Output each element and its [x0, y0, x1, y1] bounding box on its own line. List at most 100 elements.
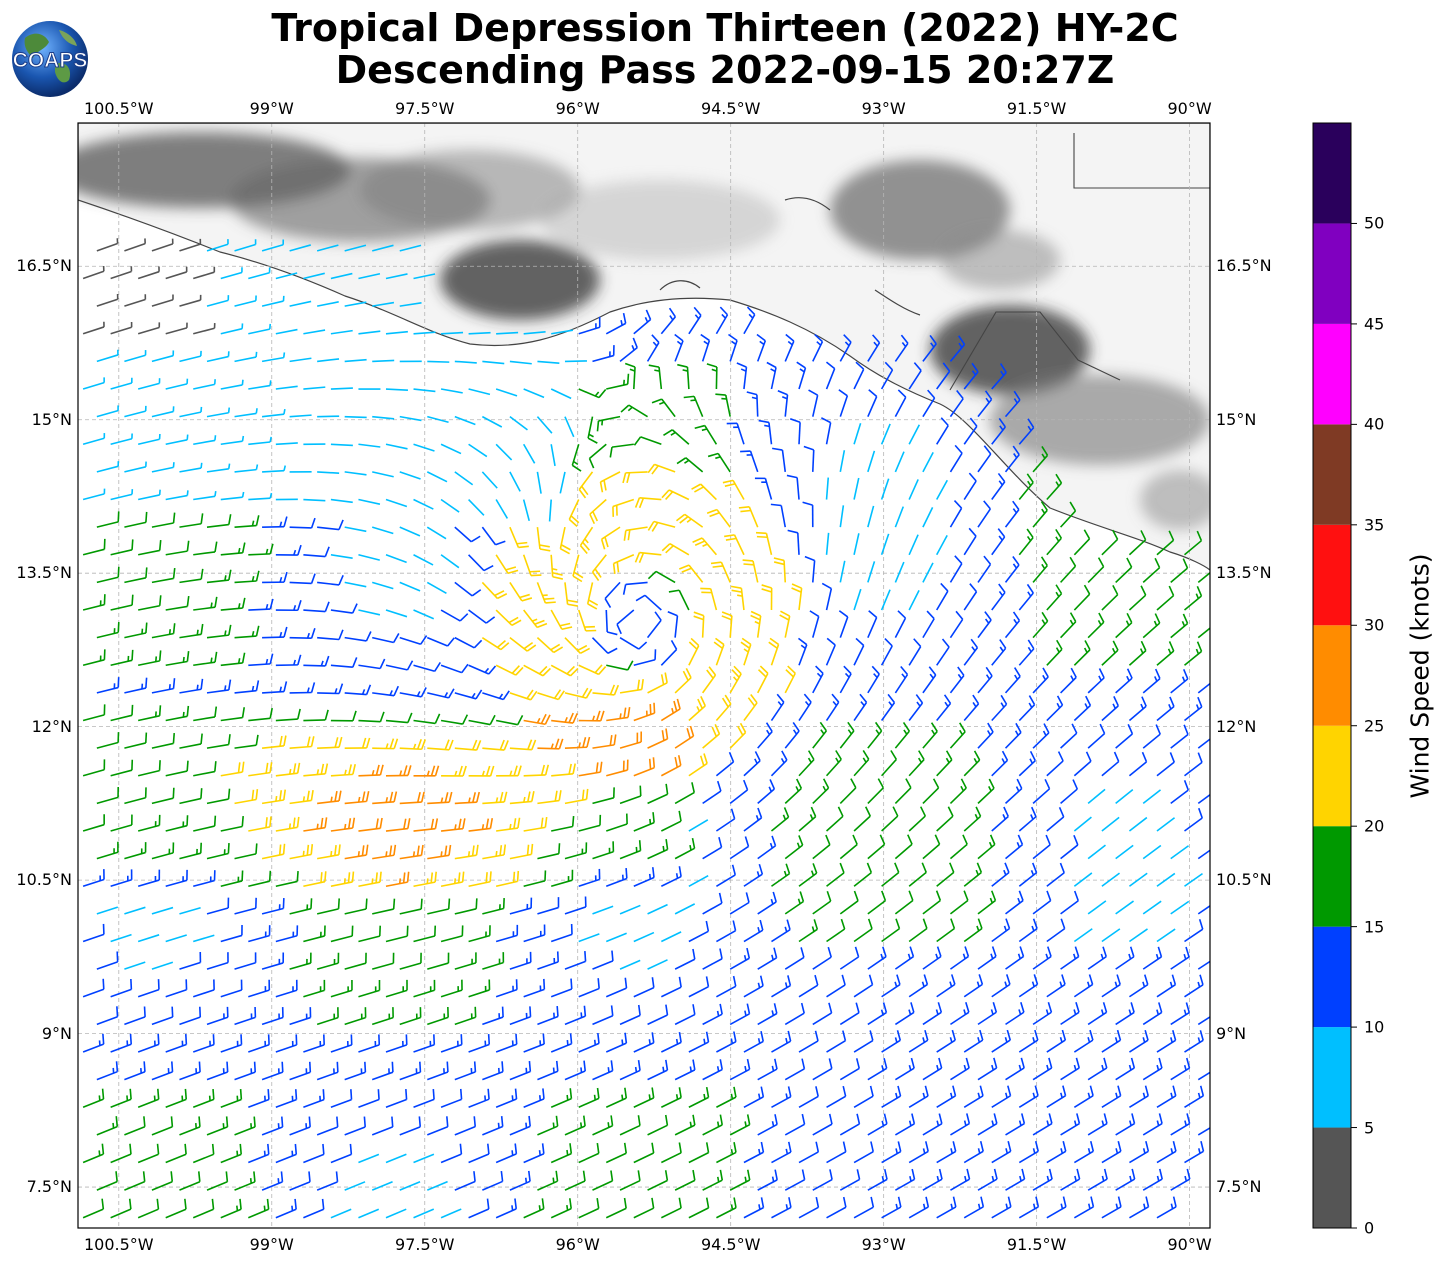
wind-barb	[275, 385, 298, 390]
wind-barb	[440, 1208, 462, 1219]
wind-barb	[110, 377, 133, 390]
wind-barb	[804, 555, 816, 583]
wind-barb	[248, 323, 272, 335]
wind-barb	[385, 330, 408, 335]
wind-barb	[1032, 501, 1048, 528]
wind-barb	[441, 331, 464, 335]
wind-barb	[509, 1170, 531, 1191]
wind-barb	[853, 637, 865, 666]
wind-barb	[344, 684, 372, 696]
wind-barb	[826, 1196, 847, 1219]
wind-barb	[812, 778, 830, 804]
wind-barb	[802, 501, 814, 528]
wind-barb	[137, 266, 160, 280]
wind-barb	[1018, 806, 1037, 832]
wind-barb	[564, 896, 587, 915]
wind-barb	[867, 1057, 888, 1081]
wind-barb	[771, 1030, 792, 1053]
wind-barb	[137, 760, 161, 777]
coastal-lagoon	[659, 280, 701, 291]
wind-barb	[633, 931, 655, 943]
wind-barb	[1073, 584, 1091, 611]
wind-barb	[674, 1169, 696, 1191]
wind-barb	[773, 557, 787, 583]
wind-barb	[413, 662, 441, 673]
wind-barb	[674, 1004, 696, 1026]
wind-barb	[399, 1180, 421, 1191]
lat-tick-label-right: 9°N	[1216, 1023, 1247, 1043]
wind-barb	[413, 498, 434, 510]
wind-barb	[454, 739, 482, 751]
wind-barb	[481, 471, 498, 489]
wind-barb	[716, 1197, 737, 1219]
wind-barb	[812, 1169, 833, 1191]
wind-barb	[757, 947, 778, 970]
wind-barb	[303, 386, 326, 390]
wind-barb	[757, 665, 769, 694]
wind-barb	[165, 1143, 187, 1164]
wind-barb	[206, 1061, 229, 1081]
wind-barb	[372, 359, 395, 363]
wind-barb	[550, 869, 574, 888]
wind-barb	[509, 689, 538, 701]
wind-barb	[1170, 724, 1189, 749]
wind-barb	[1073, 1140, 1095, 1164]
wind-barb	[1142, 1057, 1163, 1081]
wind-barb	[220, 924, 243, 943]
wind-barb	[894, 722, 911, 749]
wind-barb	[1087, 1057, 1108, 1081]
wind-barb	[821, 582, 833, 611]
wind-barb	[303, 1198, 325, 1219]
wind-barb	[605, 868, 628, 888]
wind-barb	[798, 1086, 819, 1108]
wind-barb	[344, 1116, 367, 1136]
wind-barb	[137, 934, 160, 943]
wind-barb	[826, 974, 846, 998]
wind-barb	[881, 862, 900, 887]
wind-barb	[922, 507, 934, 528]
colorbar-bin	[1313, 625, 1351, 726]
wind-barb	[784, 835, 804, 860]
wind-barb	[372, 633, 400, 644]
wind-barb	[949, 335, 966, 362]
wind-barb	[977, 890, 997, 915]
wind-barb	[908, 694, 924, 722]
wind-barb	[1115, 668, 1133, 694]
wind-barb	[481, 526, 506, 546]
wind-barb	[949, 666, 965, 694]
wind-barb	[853, 1085, 874, 1108]
wind-barb	[1046, 806, 1065, 832]
wind-barb	[1004, 390, 1021, 418]
wind-barb	[523, 1143, 545, 1164]
wind-barb	[509, 843, 534, 860]
wind-barb	[991, 1196, 1012, 1219]
wind-barb	[248, 436, 272, 446]
wind-barb	[262, 571, 288, 584]
wind-barb	[289, 736, 315, 749]
coaps-logo: COAPS	[11, 20, 89, 98]
wind-barb	[691, 483, 717, 501]
terrain-shading	[78, 132, 1210, 530]
wind-barb	[220, 979, 243, 998]
wind-barb	[1060, 779, 1079, 805]
colorbar-tick-label: 30	[1364, 615, 1385, 635]
wind-barb	[1018, 974, 1039, 998]
lat-tick-label-right: 13.5°N	[1216, 563, 1272, 583]
wind-barb	[385, 979, 408, 998]
wind-barb	[770, 750, 788, 777]
wind-barb	[262, 465, 287, 473]
wind-barb	[110, 759, 134, 777]
wind-barb	[674, 948, 696, 970]
wind-barb	[454, 415, 476, 426]
wind-barb	[536, 527, 551, 552]
wind-barb	[440, 663, 469, 674]
lon-tick-label-top: 91.5°W	[1006, 99, 1067, 118]
wind-barb	[633, 757, 656, 777]
wind-barb	[330, 272, 353, 280]
wind-barb	[1184, 919, 1204, 943]
wind-barb	[523, 664, 551, 677]
wind-barb	[578, 471, 594, 499]
wind-barb	[234, 789, 259, 805]
wind-barb	[523, 388, 545, 399]
wind-barb	[936, 1085, 957, 1108]
